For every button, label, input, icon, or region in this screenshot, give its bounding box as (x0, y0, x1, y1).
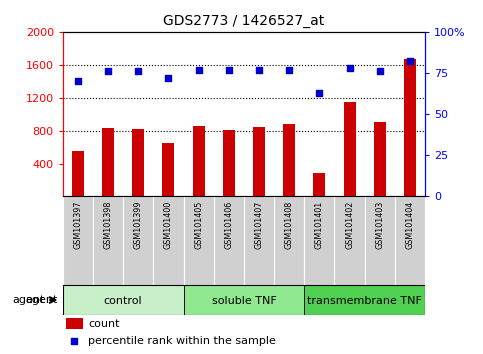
Bar (132, 129, 144, 196)
Bar (244, 196, 274, 285)
Bar (154, 196, 184, 285)
Bar (93, 196, 123, 285)
Bar (184, 196, 213, 285)
Text: percentile rank within the sample: percentile rank within the sample (88, 336, 276, 346)
Bar (374, 122, 386, 196)
Point (315, 90, 323, 96)
Bar (72, 151, 84, 196)
Point (134, 69, 142, 74)
Bar (404, 59, 416, 196)
Bar (213, 196, 244, 285)
Bar (334, 196, 365, 285)
Text: GSM101407: GSM101407 (255, 201, 264, 249)
Text: GSM101406: GSM101406 (224, 201, 233, 249)
Bar (67, 318, 83, 329)
Text: control: control (104, 296, 142, 306)
Text: GSM101401: GSM101401 (315, 201, 324, 249)
Text: agent: agent (12, 295, 44, 305)
Point (74, 79, 82, 84)
Bar (274, 196, 304, 285)
Point (285, 67, 293, 73)
Bar (283, 124, 295, 196)
Text: GSM101398: GSM101398 (103, 201, 113, 249)
Text: agent: agent (26, 295, 58, 305)
Bar (313, 173, 326, 196)
Point (104, 69, 112, 74)
Bar (395, 196, 425, 285)
Bar (304, 285, 425, 315)
Bar (123, 196, 154, 285)
Point (346, 65, 354, 71)
Text: GSM101403: GSM101403 (375, 201, 384, 249)
Point (225, 67, 233, 73)
Point (71, 338, 78, 343)
Text: GSM101402: GSM101402 (345, 201, 354, 249)
Text: GSM101397: GSM101397 (73, 201, 83, 250)
Bar (184, 285, 304, 315)
Text: GSM101408: GSM101408 (284, 201, 294, 249)
Text: GSM101399: GSM101399 (134, 201, 143, 250)
Point (165, 75, 172, 81)
Point (255, 67, 263, 73)
Bar (63, 196, 93, 285)
Text: transmembrane TNF: transmembrane TNF (307, 296, 422, 306)
Point (406, 59, 414, 64)
Bar (223, 130, 235, 196)
Point (376, 69, 384, 74)
Point (195, 67, 202, 73)
Text: GSM101404: GSM101404 (405, 201, 414, 249)
Bar (162, 143, 174, 196)
Bar (343, 102, 355, 196)
Bar (63, 285, 184, 315)
Text: soluble TNF: soluble TNF (212, 296, 276, 306)
Bar (193, 126, 205, 196)
Bar (304, 196, 334, 285)
Bar (102, 128, 114, 196)
Text: count: count (88, 319, 120, 329)
Bar (253, 127, 265, 196)
Text: GSM101405: GSM101405 (194, 201, 203, 249)
Text: GSM101400: GSM101400 (164, 201, 173, 249)
Bar (365, 196, 395, 285)
Title: GDS2773 / 1426527_at: GDS2773 / 1426527_at (163, 14, 325, 28)
